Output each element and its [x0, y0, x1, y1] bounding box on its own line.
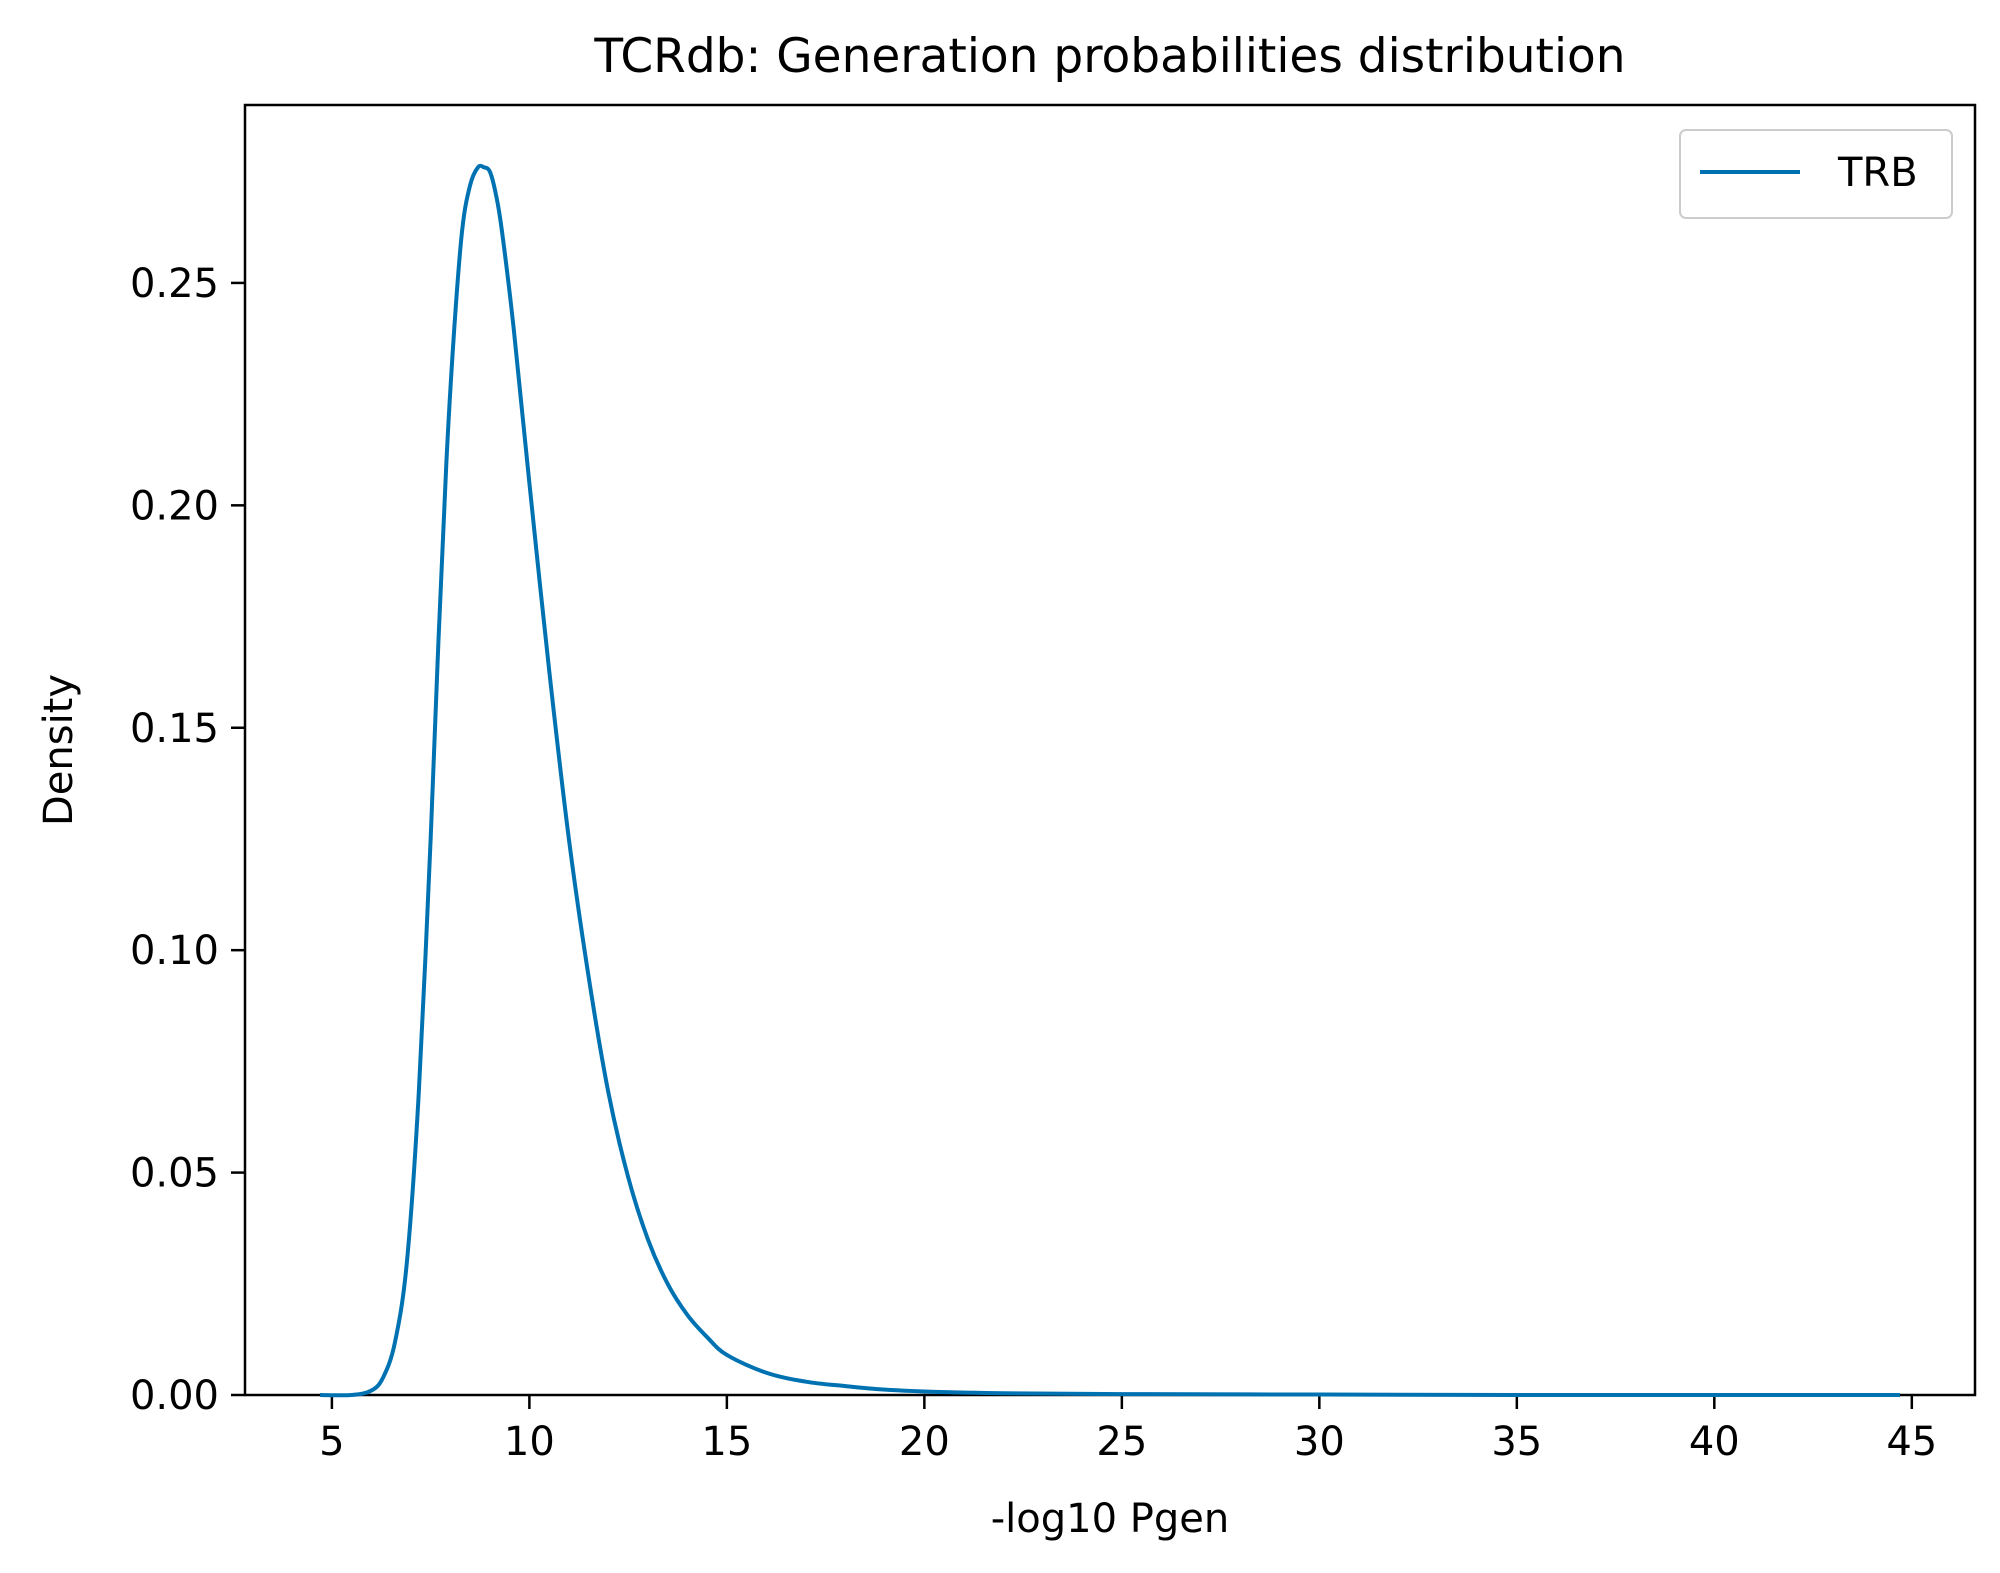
y-tick-label: 0.05	[130, 1151, 219, 1197]
series-layer	[320, 163, 1900, 1398]
plot-area: 5 10 15 20 25 30 35 40 45 0.000.050.100.150.200.…	[130, 103, 1977, 1465]
x-tick-label: 30	[1294, 1419, 1345, 1465]
y-axis: 0.00 0.05 0.10 0.15 0.20 0.25	[130, 261, 245, 1419]
y-tick-label: 0.00	[130, 1373, 219, 1419]
y-tick-label: 0.20	[130, 483, 219, 529]
x-tick-label: 20	[899, 1419, 950, 1465]
x-tick-label: 40	[1689, 1419, 1740, 1465]
x-axis-label: -log10 Pgen	[991, 1496, 1230, 1542]
x-tick-label: 45	[1886, 1419, 1937, 1465]
legend-label-trb: TRB	[1837, 150, 1918, 196]
y-axis-label: Density	[36, 674, 82, 826]
x-tick-label: 10	[504, 1419, 555, 1465]
legend: TRB	[1679, 129, 1953, 219]
x-tick-label: 5	[319, 1419, 344, 1465]
chart-title: TCRdb: Generation probabilities distribu…	[593, 29, 1625, 84]
series-line-trb	[320, 163, 1900, 1398]
legend-box	[1679, 129, 1953, 219]
x-tick-label: 35	[1491, 1419, 1542, 1465]
x-tick-label: 15	[701, 1419, 752, 1465]
x-axis: 5 10 15 20 25 30 35 40 45	[319, 1395, 1937, 1465]
y-tick-label: 0.25	[130, 261, 219, 307]
x-tick-label: 25	[1096, 1419, 1147, 1465]
plot-frame	[243, 103, 1977, 1397]
y-tick-label: 0.10	[130, 928, 219, 974]
y-tick-label: 0.15	[130, 706, 219, 752]
